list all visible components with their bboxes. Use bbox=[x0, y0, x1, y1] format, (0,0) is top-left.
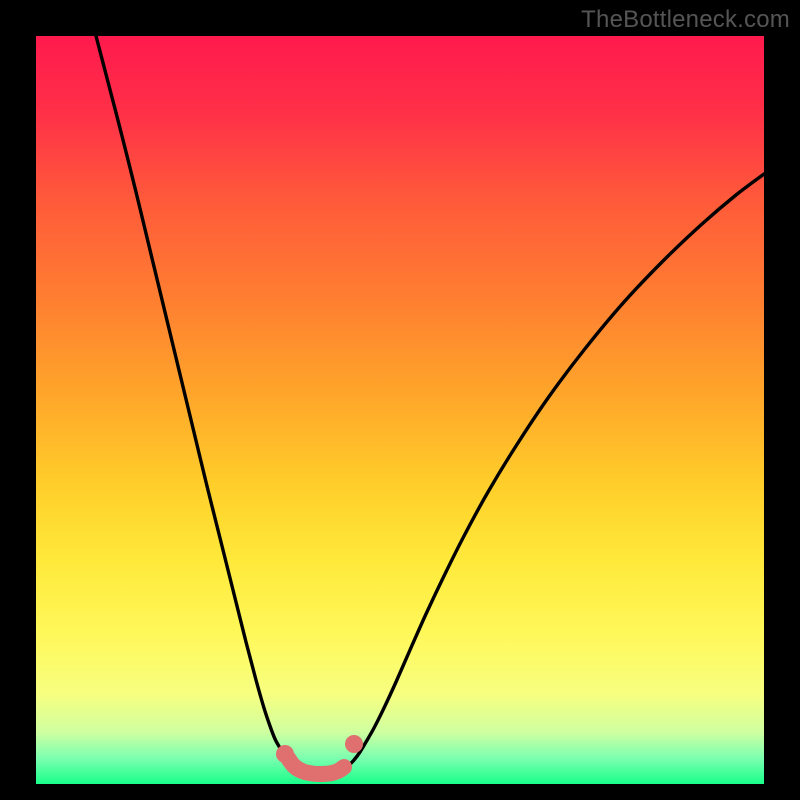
bottleneck-chart bbox=[0, 0, 800, 800]
watermark-text: TheBottleneck.com bbox=[581, 6, 790, 34]
marker-right-dot bbox=[345, 735, 363, 753]
marker-left-dot bbox=[276, 745, 294, 763]
chart-container: TheBottleneck.com bbox=[0, 0, 800, 800]
